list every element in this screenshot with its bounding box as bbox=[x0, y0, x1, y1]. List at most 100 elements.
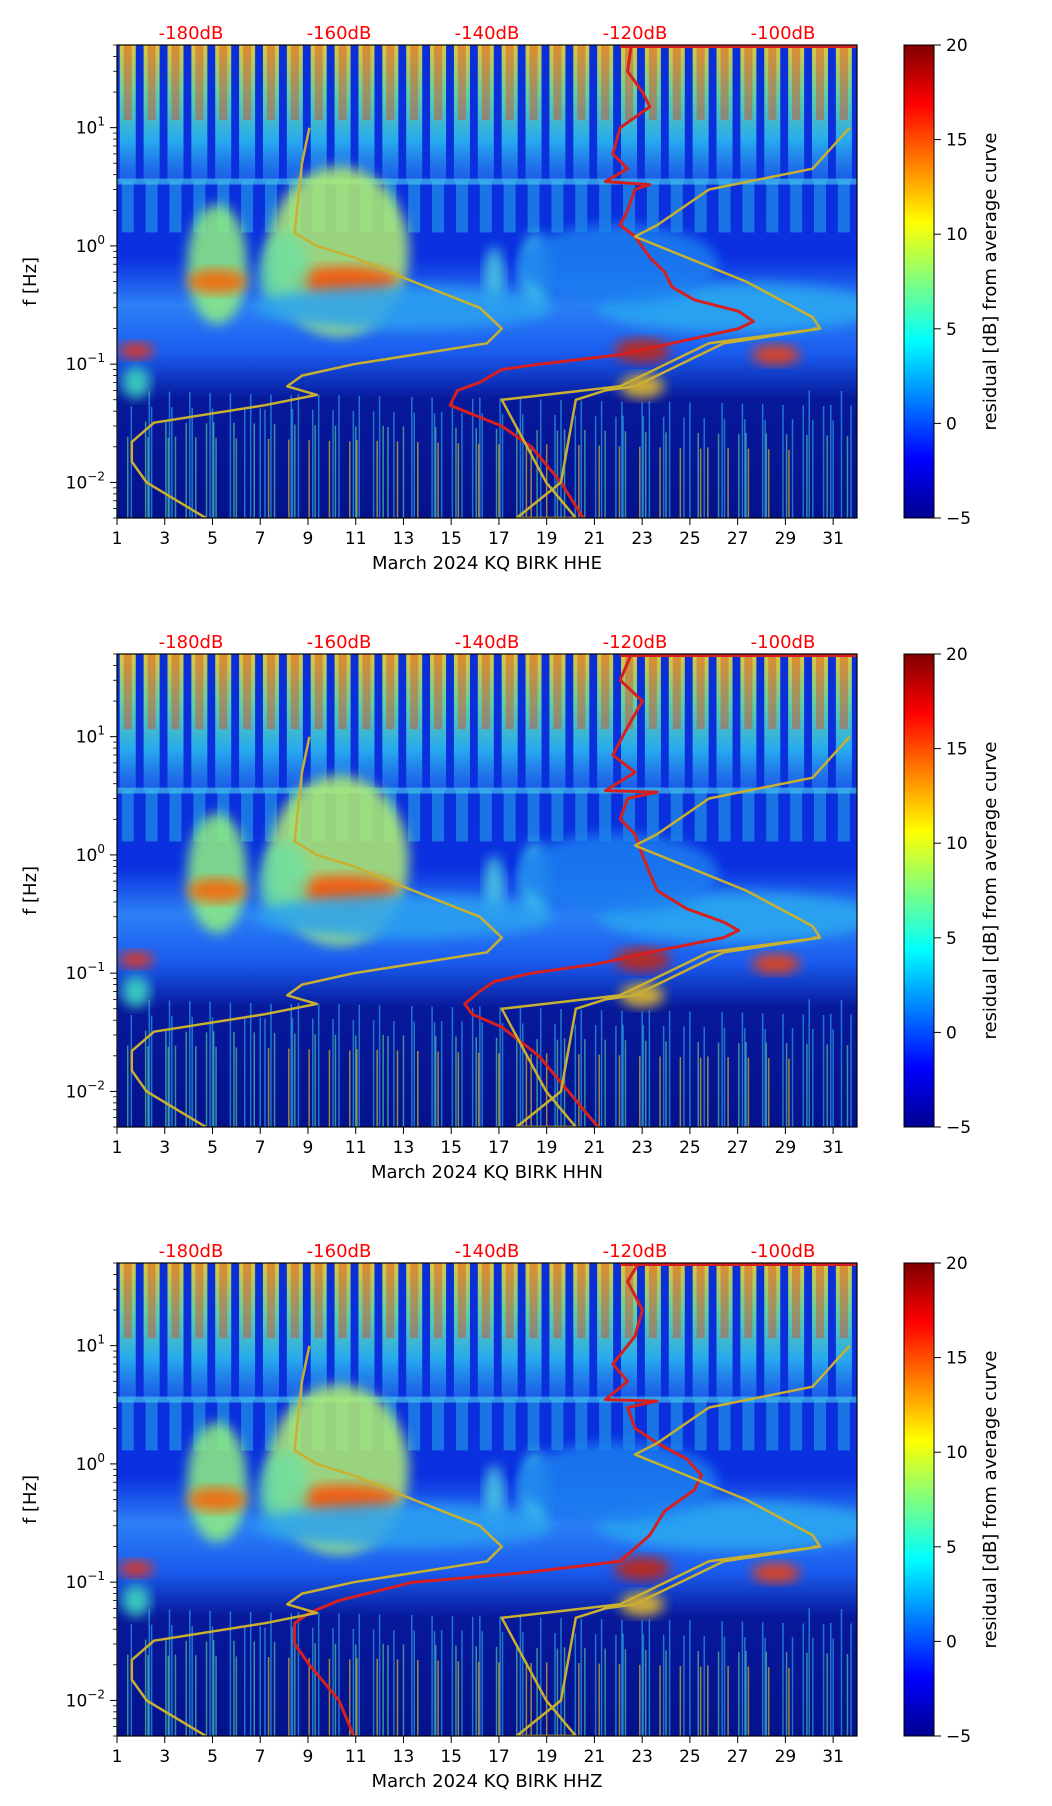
daily-stripe-core bbox=[577, 1263, 586, 1339]
daily-stripe bbox=[644, 1263, 661, 1400]
daily-stripe-low bbox=[837, 181, 850, 233]
daily-stripe-low bbox=[264, 1399, 277, 1451]
daily-stripe-low bbox=[790, 790, 803, 842]
heatmap-area bbox=[117, 45, 857, 518]
microseism-band bbox=[518, 833, 719, 914]
daily-stripe-low bbox=[551, 1399, 564, 1451]
colorbar-tick-label: −5 bbox=[946, 1118, 971, 1138]
daily-stripe bbox=[716, 1263, 733, 1400]
daily-stripe bbox=[334, 654, 351, 791]
daily-stripe bbox=[143, 1263, 160, 1400]
daily-stripe bbox=[334, 1263, 351, 1400]
daily-stripe bbox=[668, 1263, 685, 1400]
daily-stripe-core bbox=[147, 45, 156, 121]
x-tick-label: 31 bbox=[822, 1138, 844, 1158]
daily-stripe bbox=[310, 654, 327, 791]
x-tick-label: 13 bbox=[393, 1138, 415, 1158]
y-tick-label: 10−2 bbox=[66, 469, 105, 493]
microseism-band bbox=[614, 947, 671, 972]
x-tick-label: 29 bbox=[775, 1138, 797, 1158]
colorbar-gradient bbox=[903, 653, 935, 1128]
daily-stripe-core bbox=[290, 45, 299, 121]
daily-stripe-low bbox=[766, 181, 779, 233]
psd-curve-reference bbox=[130, 1345, 504, 1736]
daily-stripe-core bbox=[529, 1263, 538, 1339]
x-tick-label: 17 bbox=[488, 1138, 510, 1158]
daily-stripe-low bbox=[145, 790, 158, 842]
daily-stripe bbox=[621, 1263, 638, 1400]
daily-stripe bbox=[239, 1263, 256, 1400]
daily-stripe-core bbox=[720, 654, 729, 730]
daily-stripe-core bbox=[410, 1263, 419, 1339]
daily-stripe-low bbox=[599, 1399, 612, 1451]
daily-stripe-low bbox=[599, 790, 612, 842]
daily-stripe-low bbox=[551, 181, 564, 233]
daily-stripe-core bbox=[434, 1263, 443, 1339]
daily-stripe-low bbox=[408, 181, 421, 233]
microseism-band bbox=[253, 285, 554, 330]
daily-stripe-core bbox=[266, 654, 275, 730]
y-tick-label: 100 bbox=[76, 233, 105, 257]
x-tick-label: 5 bbox=[207, 529, 218, 549]
daily-stripe-core bbox=[243, 654, 252, 730]
daily-stripe-core bbox=[839, 654, 848, 730]
microseism-band bbox=[187, 204, 248, 325]
daily-stripe-core bbox=[195, 45, 204, 121]
daily-stripe bbox=[382, 654, 399, 791]
daily-stripe-low bbox=[264, 790, 277, 842]
daily-stripe-low bbox=[718, 790, 731, 842]
noise-band bbox=[117, 1396, 857, 1403]
daily-stripe-core bbox=[696, 654, 705, 730]
daily-stripe-low bbox=[646, 790, 659, 842]
colorbar-tick-label: 0 bbox=[946, 1632, 957, 1652]
x-tick-label: 15 bbox=[440, 1138, 462, 1158]
daily-stripe bbox=[764, 45, 781, 182]
daily-stripe-low bbox=[408, 1399, 421, 1451]
daily-stripe-core bbox=[505, 45, 514, 121]
daily-stripe-low bbox=[837, 1399, 850, 1451]
x-tick-label: 5 bbox=[207, 1138, 218, 1158]
daily-stripe bbox=[239, 45, 256, 182]
daily-stripe-core bbox=[410, 654, 419, 730]
daily-stripe-low bbox=[718, 1399, 731, 1451]
daily-stripe-low bbox=[527, 1399, 540, 1451]
daily-stripe bbox=[788, 1263, 805, 1400]
daily-stripe bbox=[835, 45, 852, 182]
daily-stripe-low bbox=[121, 181, 134, 233]
colorbar-tick-label: −5 bbox=[946, 509, 971, 529]
top-axis-db-label: -100dB bbox=[751, 23, 816, 44]
daily-stripe bbox=[788, 654, 805, 791]
daily-stripe-core bbox=[434, 45, 443, 121]
microseism-band bbox=[118, 342, 155, 359]
top-axis-db-label: -180dB bbox=[159, 1241, 224, 1262]
colorbar-tick-label: 15 bbox=[946, 131, 968, 151]
daily-stripe-core bbox=[625, 654, 634, 730]
x-tick-label: 31 bbox=[822, 529, 844, 549]
y-tick-label: 101 bbox=[76, 724, 105, 748]
daily-stripe-core bbox=[648, 1263, 657, 1339]
y-tick-label: 101 bbox=[76, 1333, 105, 1357]
x-tick-label: 19 bbox=[536, 529, 558, 549]
x-tick-label: 11 bbox=[345, 1138, 367, 1158]
daily-stripe-core bbox=[362, 45, 371, 121]
x-tick-label: 15 bbox=[440, 1747, 462, 1767]
daily-stripe-low bbox=[766, 1399, 779, 1451]
x-tick-label: 15 bbox=[440, 529, 462, 549]
daily-stripe bbox=[167, 45, 184, 182]
daily-stripe-low bbox=[241, 1399, 254, 1451]
daily-stripe-core bbox=[457, 1263, 466, 1339]
daily-stripe bbox=[358, 1263, 375, 1400]
daily-stripe-low bbox=[455, 790, 468, 842]
daily-stripe bbox=[668, 654, 685, 791]
microseism-band bbox=[253, 1503, 554, 1548]
y-tick-label: 100 bbox=[76, 842, 105, 866]
daily-stripe-core bbox=[362, 1263, 371, 1339]
top-axis-db-label: -160dB bbox=[307, 632, 372, 653]
top-axis-db-label: -120dB bbox=[603, 632, 668, 653]
daily-stripe-core bbox=[481, 1263, 490, 1339]
daily-stripe bbox=[310, 1263, 327, 1400]
y-tick-label: 100 bbox=[76, 1451, 105, 1475]
top-axis-db-label: -160dB bbox=[307, 1241, 372, 1262]
daily-stripe-low bbox=[527, 790, 540, 842]
daily-stripe-core bbox=[457, 654, 466, 730]
